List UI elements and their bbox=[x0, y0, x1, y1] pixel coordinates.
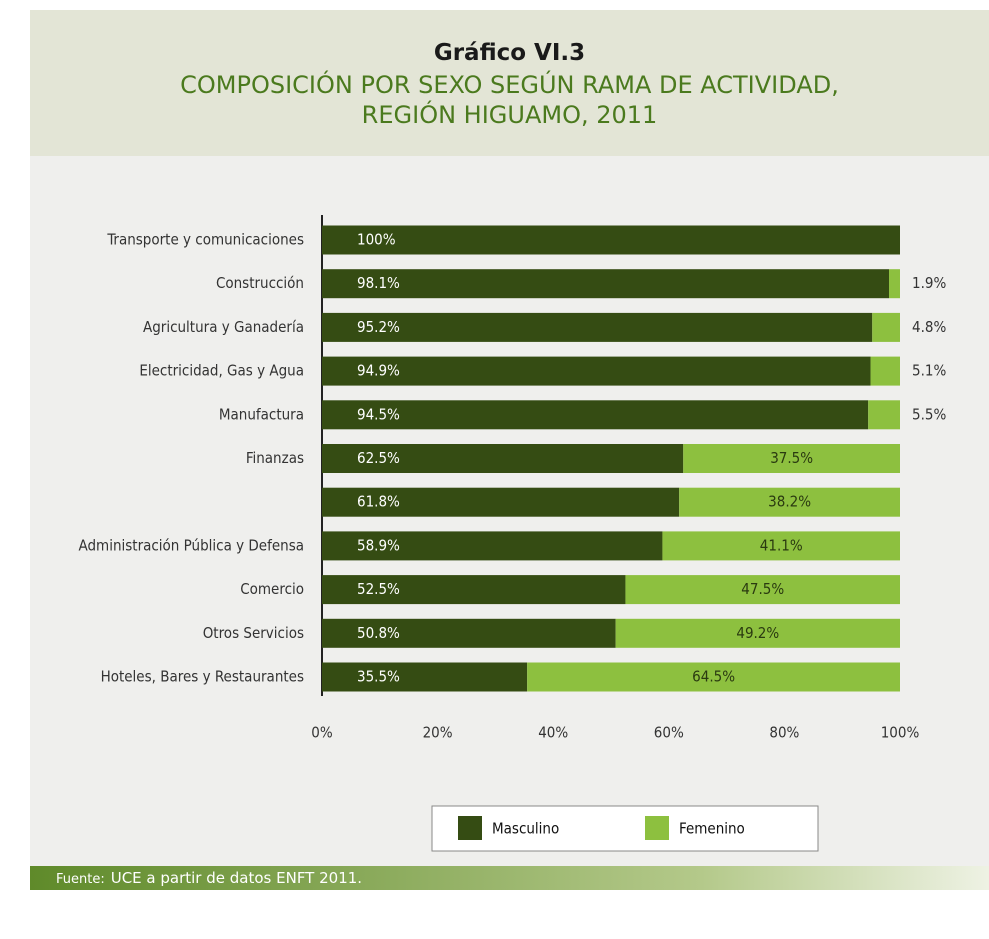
bar-segment bbox=[322, 269, 890, 299]
value-label: 52.5% bbox=[357, 580, 400, 598]
footer: Fuente: UCE a partir de datos ENFT 2011. bbox=[30, 866, 989, 890]
value-label: 49.2% bbox=[736, 624, 779, 642]
header: Gráfico VI.3 COMPOSICIÓN POR SEXO SEGÚN … bbox=[30, 10, 989, 156]
bar-segment bbox=[322, 444, 684, 473]
bar-segment bbox=[322, 531, 663, 561]
category-label: Hoteles, Bares y Restaurantes bbox=[101, 668, 304, 686]
category-label: Comercio bbox=[240, 580, 304, 598]
value-label: 58.9% bbox=[357, 536, 400, 554]
x-tick-label: 0% bbox=[311, 724, 333, 742]
category-label: Manufactura bbox=[219, 405, 304, 423]
value-label: 98.1% bbox=[357, 274, 400, 292]
bar-segment bbox=[322, 662, 528, 692]
x-tick-label: 20% bbox=[423, 724, 453, 742]
legend-label: Masculino bbox=[492, 820, 559, 838]
value-label: 100% bbox=[357, 231, 396, 249]
bar-segment bbox=[322, 487, 680, 517]
bar-segment bbox=[872, 312, 900, 342]
bar-segment bbox=[322, 312, 873, 342]
value-label: 1.9% bbox=[912, 274, 946, 292]
value-label: 47.5% bbox=[741, 580, 784, 598]
bar-segment bbox=[322, 618, 616, 648]
legend-swatch bbox=[458, 816, 482, 840]
bar-segment bbox=[527, 662, 900, 692]
bar-segment bbox=[662, 531, 900, 561]
value-label: 50.8% bbox=[357, 624, 400, 642]
value-label: 41.1% bbox=[760, 536, 803, 554]
bar-segment bbox=[322, 575, 626, 605]
chart-kicker: Gráfico VI.3 bbox=[433, 40, 586, 66]
value-label: 62.5% bbox=[357, 449, 400, 467]
legend-box bbox=[431, 805, 819, 852]
value-label: 95.2% bbox=[357, 318, 400, 336]
bar-segment bbox=[683, 444, 900, 473]
bar-segment bbox=[625, 575, 900, 605]
x-tick-label: 100% bbox=[881, 724, 920, 742]
category-label: Transporte y comunicaciones bbox=[106, 231, 304, 249]
x-tick-label: 40% bbox=[538, 724, 568, 742]
chart-title: COMPOSICIÓN POR SEXO SEGÚN RAMA DE ACTIV… bbox=[180, 71, 839, 129]
bar-segment bbox=[679, 487, 900, 517]
value-label: 64.5% bbox=[692, 668, 735, 686]
value-label: 37.5% bbox=[770, 449, 813, 467]
legend-swatch bbox=[645, 816, 669, 840]
value-label: 94.5% bbox=[357, 405, 400, 423]
value-label: 5.1% bbox=[912, 362, 946, 380]
legend-label: Femenino bbox=[679, 820, 745, 838]
x-tick-label: 60% bbox=[654, 724, 684, 742]
bar-segment bbox=[322, 400, 869, 430]
value-label: 5.5% bbox=[912, 405, 946, 423]
bar-segment bbox=[868, 400, 900, 430]
value-label: 94.9% bbox=[357, 362, 400, 380]
source: UCE a partir de datos ENFT 2011. bbox=[110, 869, 363, 887]
source-label: Fuente: bbox=[56, 872, 105, 887]
bar-segment bbox=[870, 356, 900, 386]
bar-segment bbox=[615, 618, 900, 648]
bar-segment bbox=[889, 269, 900, 299]
value-label: 61.8% bbox=[357, 493, 400, 511]
value-label: 4.8% bbox=[912, 318, 946, 336]
category-label: Construcción bbox=[216, 274, 304, 292]
category-label: Otros Servicios bbox=[203, 624, 304, 642]
bar-segment bbox=[322, 225, 900, 255]
category-label: Agricultura y Ganadería bbox=[143, 318, 304, 336]
category-label: Electricidad, Gas y Agua bbox=[139, 362, 304, 380]
category-label: Finanzas bbox=[246, 449, 304, 467]
value-label: 35.5% bbox=[357, 668, 400, 686]
value-label: 38.2% bbox=[768, 493, 811, 511]
bar-segment bbox=[322, 356, 871, 386]
x-tick-label: 80% bbox=[769, 724, 799, 742]
category-label: Administración Pública y Defensa bbox=[79, 536, 304, 554]
